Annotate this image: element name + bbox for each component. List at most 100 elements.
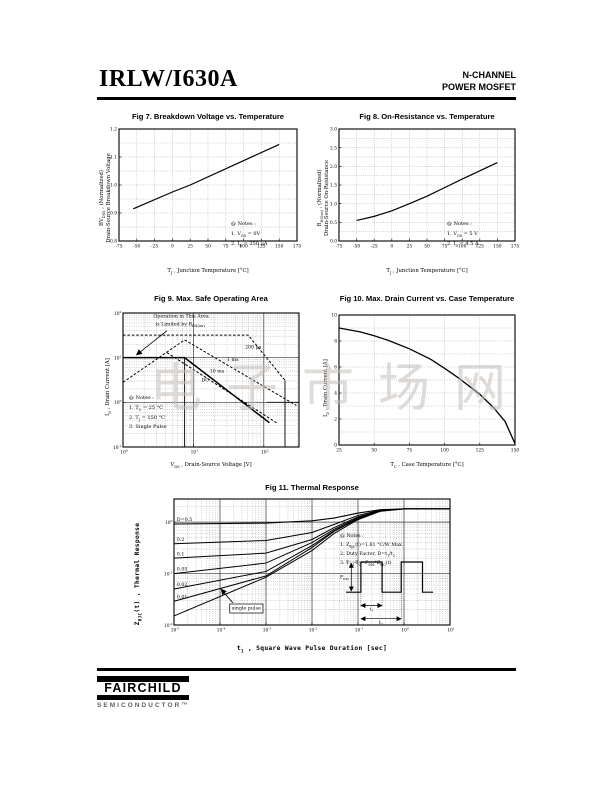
svg-text:-50: -50 [353, 244, 360, 249]
svg-text:25: 25 [187, 244, 193, 249]
svg-text:100: 100 [165, 519, 173, 526]
notes-heading: @ Notes : [129, 395, 154, 401]
figure-7-title: Fig 7. Breakdown Voltage vs. Temperature [131, 112, 285, 121]
svg-text:10-3: 10-3 [263, 627, 272, 634]
svg-text:102: 102 [114, 310, 122, 317]
device-type-line2: POWER MOSFET [442, 81, 516, 92]
svg-text:D=0.5: D=0.5 [177, 517, 193, 523]
svg-text:100: 100 [440, 448, 449, 453]
svg-text:10-1: 10-1 [113, 444, 122, 451]
fairchild-logo: FAIRCHILD SEMICONDUCTOR™ [97, 676, 189, 709]
svg-text:0.9: 0.9 [110, 212, 117, 217]
note-line: 2. ID = 4.5 A [447, 240, 479, 248]
svg-text:125: 125 [257, 244, 266, 249]
svg-text:1.0: 1.0 [110, 184, 117, 189]
svg-text:4: 4 [334, 392, 337, 397]
figure-11-notes: @ Notes : 1. ZθJC(t)=1.81 °C/W Max. 2. D… [340, 533, 403, 568]
figure-8-chart: -75 -50 -25 0 25 50 75 100 125 150 175 0.0 0.5 1.0 1.5… [330, 128, 520, 250]
figure-11-title: Fig 11. Thermal Response [265, 483, 359, 492]
footer-rule [97, 668, 516, 671]
svg-text:75: 75 [442, 244, 448, 249]
svg-text:8: 8 [334, 340, 337, 345]
svg-text:2: 2 [334, 418, 337, 423]
svg-text:50: 50 [371, 448, 377, 453]
figure-9-ylabel-line1: ID , Drain Current [A] [105, 358, 113, 416]
figure-8-ylabel-line1: RDS(on) , (Normalized) [317, 169, 325, 227]
svg-text:50: 50 [424, 244, 430, 249]
svg-text:-50: -50 [133, 244, 140, 249]
svg-text:-25: -25 [371, 244, 378, 249]
svg-text:-75: -75 [335, 244, 342, 249]
svg-text:0: 0 [334, 444, 337, 449]
svg-text:175: 175 [293, 244, 302, 249]
svg-text:100: 100 [458, 244, 467, 249]
part-number: IRLW/I630A [99, 66, 238, 92]
figure-8-xlabel: TJ , Junction Temperature [°C] [386, 268, 468, 276]
figure-8-title: Fig 8. On-Resistance vs. Temperature [359, 112, 495, 121]
svg-text:1.5: 1.5 [330, 184, 337, 189]
figure-8-notes: @ Notes : 1. VGS = 5 V 2. ID = 4.5 A [447, 220, 479, 249]
svg-text:125: 125 [476, 244, 485, 249]
svg-text:75: 75 [407, 448, 413, 453]
svg-text:150: 150 [275, 244, 284, 249]
svg-text:is Limited by RDS(on): is Limited by RDS(on) [156, 322, 206, 328]
svg-text:150: 150 [493, 244, 502, 249]
notes-heading: @ Notes : [340, 534, 364, 539]
svg-text:10-5: 10-5 [171, 627, 180, 634]
svg-text:75: 75 [223, 244, 229, 249]
svg-text:100: 100 [401, 627, 409, 634]
svg-text:175: 175 [511, 244, 520, 249]
svg-text:single pulse: single pulse [232, 606, 261, 612]
svg-text:2.5: 2.5 [330, 146, 337, 151]
svg-text:-25: -25 [151, 244, 158, 249]
figure-9-ylabel: ID , Drain Current [A] [105, 328, 112, 446]
svg-text:100: 100 [114, 399, 122, 406]
notes-heading: @ Notes : [447, 221, 472, 227]
svg-text:125: 125 [476, 448, 485, 453]
svg-text:0: 0 [171, 244, 174, 249]
svg-text:10-2: 10-2 [309, 627, 318, 634]
figure-7-xlabel: TJ , Junction Temperature [°C] [167, 268, 249, 276]
note-line: 1. VGS = 5 V [447, 230, 478, 238]
svg-text:50: 50 [205, 244, 211, 249]
header-rule [97, 97, 516, 100]
figure-7-notes: @ Notes : 1. VGS = 0V 2. ID = 250 μA [231, 220, 267, 249]
svg-text:1.2: 1.2 [110, 128, 117, 133]
note-line: 1. ZθJC(t)=1.81 °C/W Max. [340, 542, 404, 549]
figure-10-title: Fig 10. Max. Drain Current vs. Case Temp… [339, 294, 515, 303]
svg-text:0: 0 [390, 244, 393, 249]
note-line: 3. Single Pulse [129, 424, 167, 431]
figure-9-title: Fig 9. Max. Safe Operating Area [154, 294, 268, 303]
note-line: 2. ID = 250 μA [231, 240, 268, 248]
svg-text:25: 25 [407, 244, 413, 249]
figure-8-ylabel-line2: Drain-Source On-Resistance [323, 160, 330, 236]
figure-7-ylabel-line2: Drain-Source Breakdown Voltage [105, 153, 112, 243]
svg-text:1 ms: 1 ms [227, 357, 239, 363]
figure-11-ylabel: ZθJC(t) , Thermal Response [134, 505, 144, 643]
svg-text:0.8: 0.8 [110, 240, 117, 245]
svg-text:PDM: PDM [340, 576, 349, 581]
svg-text:10 ms: 10 ms [210, 369, 225, 375]
svg-text:t1: t1 [370, 607, 374, 612]
svg-text:DC: DC [201, 378, 209, 384]
svg-text:t2: t2 [379, 621, 383, 626]
figure-11-xlabel: t1 , Square Wave Pulse Duration [sec] [236, 645, 388, 655]
note-line: 2. TJ = 150 °C [129, 414, 165, 422]
svg-text:0.2: 0.2 [177, 537, 185, 543]
svg-text:10-4: 10-4 [217, 627, 226, 634]
svg-text:1.1: 1.1 [110, 156, 117, 161]
svg-text:-75: -75 [115, 244, 122, 249]
figure-8: Fig 8. On-Resistance vs. Temperature -75… [309, 112, 519, 288]
device-type-line1: N-CHANNEL [462, 70, 517, 80]
figure-8-ylabel: RDS(on) , (Normalized) Drain-Source On-R… [317, 134, 331, 262]
figure-10-ylabel-line1: ID , Drain Current [A] [323, 359, 331, 417]
figure-11-ylabel-line1: ZθJC(t) , Thermal Response [134, 522, 144, 626]
svg-text:25: 25 [336, 448, 342, 453]
note-line: 1. VGS = 0V [231, 230, 261, 238]
svg-text:6: 6 [334, 366, 337, 371]
svg-text:0.05: 0.05 [177, 566, 188, 572]
figure-10-chart: 25 50 75 100 125 150 0 2 4 6 8 10 [331, 314, 519, 454]
device-type: N-CHANNEL POWER MOSFET [380, 70, 516, 93]
svg-text:Operation in This Area: Operation in This Area [153, 313, 209, 319]
figure-7: Fig 7. Breakdown Voltage vs. Temperature… [97, 112, 305, 288]
